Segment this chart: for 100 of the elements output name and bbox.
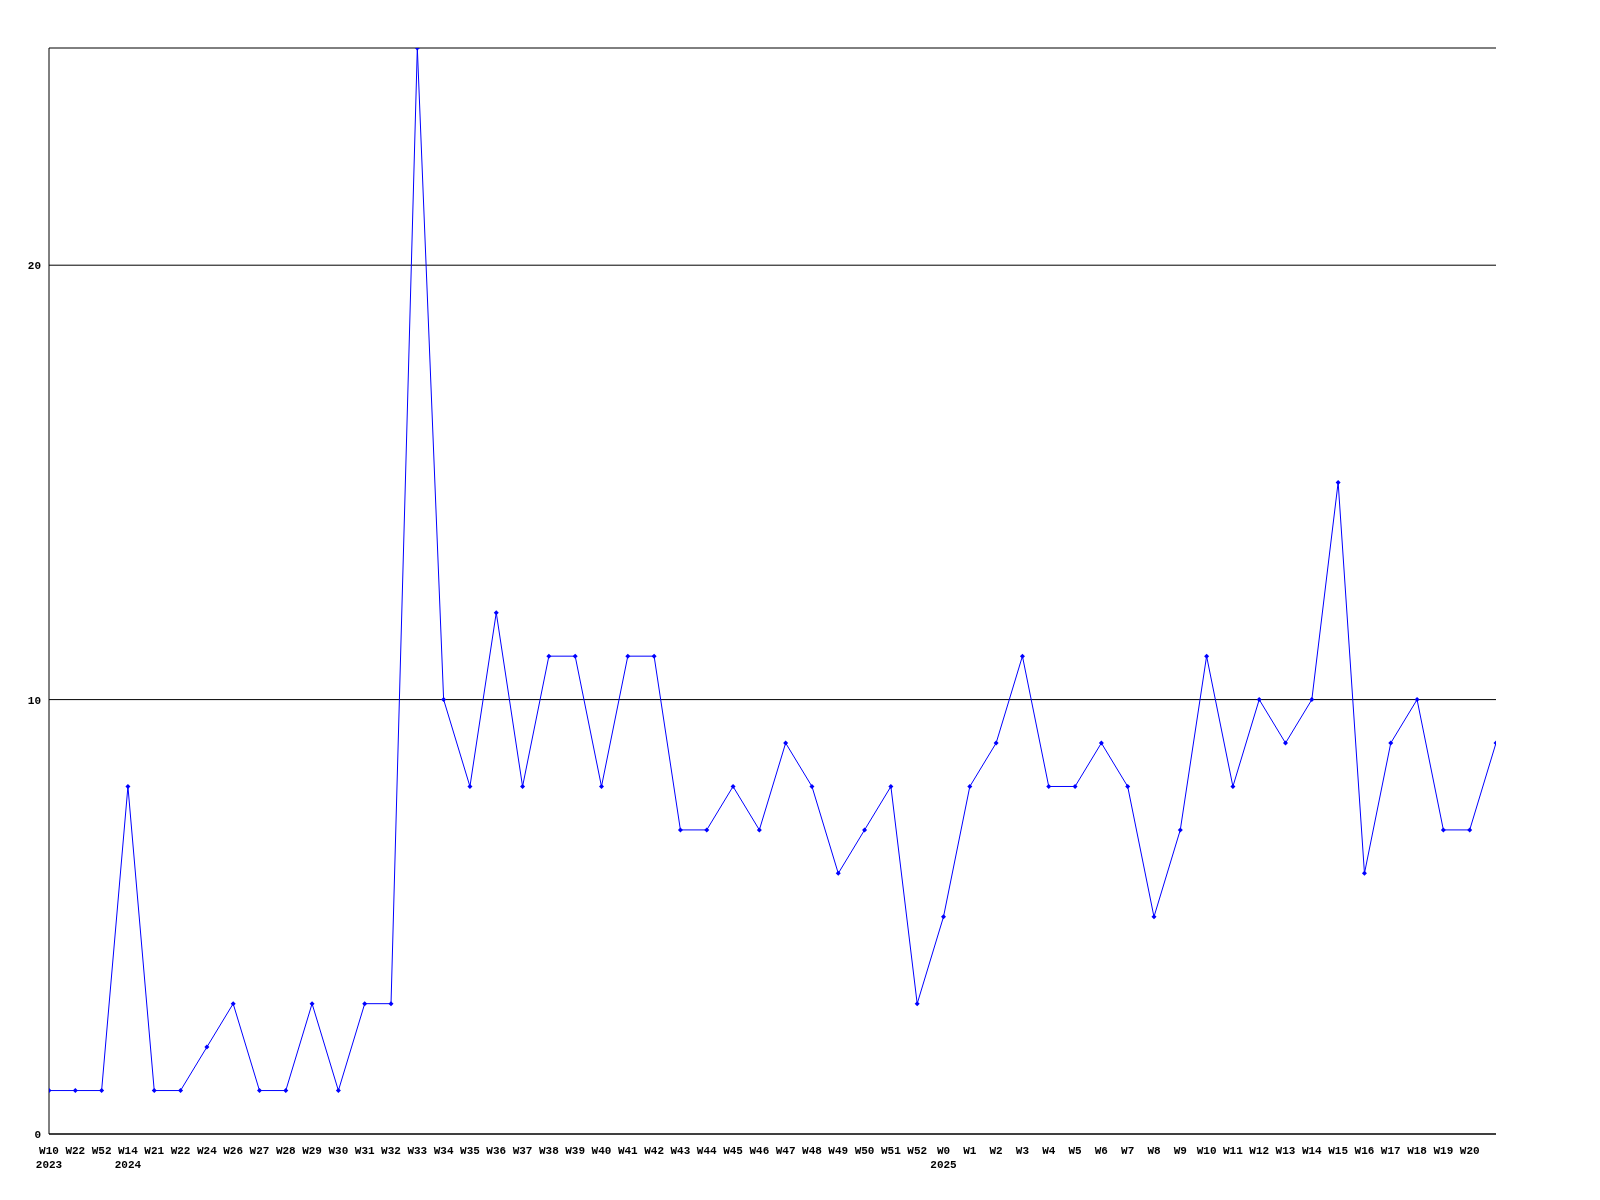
x-tick-label: W40: [591, 1145, 612, 1157]
point: [230, 1001, 236, 1007]
point: [625, 653, 631, 659]
x-tick-label: W47: [775, 1145, 796, 1157]
point: [651, 653, 657, 659]
point: [467, 783, 473, 789]
point: [178, 1088, 184, 1094]
x-tick-label: W9: [1173, 1145, 1187, 1157]
x-tick-label: W50: [854, 1145, 875, 1157]
x-tick-label: W51: [880, 1145, 902, 1157]
x-tick-label: W14: [1301, 1145, 1323, 1157]
point: [1204, 653, 1210, 659]
point: [1177, 827, 1183, 833]
x-tick-label: W17: [1380, 1145, 1401, 1157]
x-tick-label: W52: [907, 1145, 928, 1157]
x-tick-label: W6: [1094, 1145, 1108, 1157]
x-tick-label: W45: [723, 1145, 744, 1157]
point: [1151, 914, 1157, 920]
point: [493, 610, 499, 616]
point: [704, 827, 710, 833]
point: [1335, 479, 1341, 485]
point: [1414, 697, 1420, 703]
point: [1072, 783, 1078, 789]
point: [1388, 740, 1394, 746]
point: [1125, 783, 1131, 789]
point: [1256, 697, 1262, 703]
point: [388, 1001, 394, 1007]
x-tick-label: W8: [1147, 1145, 1161, 1157]
point: [151, 1088, 157, 1094]
point: [730, 783, 736, 789]
x-tick-label: W1: [963, 1145, 977, 1157]
point: [309, 1001, 315, 1007]
x-tick-label: W13: [1275, 1145, 1296, 1157]
x-tick-label: W27: [249, 1145, 270, 1157]
point: [546, 653, 552, 659]
point: [204, 1044, 210, 1050]
x-tick-label: W38: [538, 1145, 560, 1157]
x-tick-label: W44: [696, 1145, 718, 1157]
x-tick-label: W12: [1249, 1145, 1270, 1157]
point: [520, 783, 526, 789]
x-tick-label: W48: [802, 1145, 823, 1157]
point: [1361, 870, 1367, 876]
x-tick-label: W15: [1328, 1145, 1349, 1157]
point: [283, 1088, 289, 1094]
point: [1098, 740, 1104, 746]
x-tick-label: W0 2025: [930, 1145, 958, 1171]
x-tick-label: W42: [644, 1145, 665, 1157]
x-tick-label: W33: [407, 1145, 428, 1157]
x-tick-label: W21: [144, 1145, 165, 1157]
point: [362, 1001, 368, 1007]
y-tick-label: 20: [27, 260, 41, 273]
x-tick-label: W28: [275, 1145, 297, 1157]
x-tick-label: W2: [989, 1145, 1003, 1157]
point: [862, 827, 868, 833]
y-tick-label: 0: [34, 1128, 41, 1141]
point: [598, 783, 604, 789]
point: [1467, 827, 1473, 833]
point: [125, 783, 131, 789]
x-tick-label: W35: [460, 1145, 481, 1157]
point: [941, 914, 947, 920]
x-tick-label: W46: [749, 1145, 770, 1157]
point: [441, 697, 447, 703]
x-tick-label: W22: [65, 1145, 86, 1157]
x-tick-label: W31: [354, 1145, 375, 1157]
x-tick-label: W30: [328, 1145, 349, 1157]
x-tick-label: W19: [1433, 1145, 1454, 1157]
x-tick-label: W20: [1459, 1145, 1480, 1157]
point: [993, 740, 999, 746]
x-tick-label: W52: [91, 1145, 112, 1157]
point: [677, 827, 683, 833]
point: [99, 1088, 105, 1094]
x-tick-label: W43: [670, 1145, 691, 1157]
x-tick-label: W7: [1121, 1145, 1135, 1157]
x-tick-label: W4: [1042, 1145, 1056, 1157]
point: [335, 1088, 341, 1094]
point: [967, 783, 973, 789]
x-tick-label: W29: [302, 1145, 322, 1157]
x-tick-label: W10: [1196, 1145, 1217, 1157]
point: [809, 783, 815, 789]
x-tick-label: W36: [486, 1145, 507, 1157]
point: [783, 740, 789, 746]
point: [756, 827, 762, 833]
x-tick-label: W32: [381, 1145, 401, 1157]
point: [835, 870, 841, 876]
x-tick-label: W34: [433, 1145, 454, 1157]
x-tick-label: W49: [828, 1145, 849, 1157]
x-tick-label: W3: [1015, 1145, 1030, 1157]
x-tick-label: W5: [1068, 1145, 1083, 1157]
point: [914, 1001, 920, 1007]
y-tick-label: 10: [27, 694, 41, 707]
x-tick-label: W22: [170, 1145, 191, 1157]
point: [1019, 653, 1025, 659]
point: [888, 783, 894, 789]
point: [1309, 697, 1315, 703]
x-tick-label: W16: [1354, 1145, 1375, 1157]
point: [1440, 827, 1446, 833]
x-tick-label: W18: [1407, 1145, 1428, 1157]
point: [256, 1088, 262, 1094]
point: [1283, 740, 1289, 746]
x-tick-label: W14 2024: [114, 1145, 142, 1171]
